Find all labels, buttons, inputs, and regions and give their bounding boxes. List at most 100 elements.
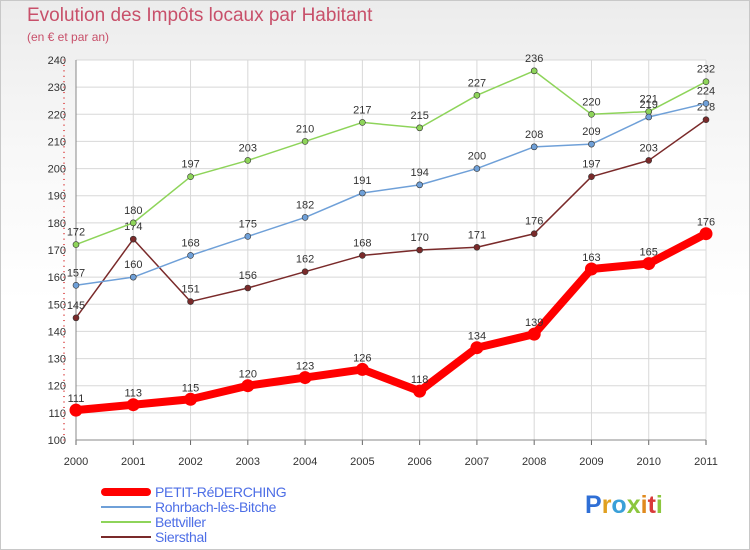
data-point bbox=[413, 384, 427, 398]
data-label: 236 bbox=[525, 53, 543, 65]
x-tick-label: 2003 bbox=[236, 456, 260, 468]
data-point bbox=[530, 230, 538, 238]
data-point bbox=[129, 273, 137, 281]
data-label: 215 bbox=[410, 110, 428, 122]
data-label: 191 bbox=[353, 175, 371, 187]
x-tick-label: 2011 bbox=[694, 456, 718, 468]
data-point bbox=[72, 281, 80, 289]
data-point bbox=[642, 257, 656, 271]
data-point bbox=[527, 327, 541, 341]
x-tick-label: 2002 bbox=[178, 456, 202, 468]
data-point bbox=[584, 262, 598, 276]
data-point bbox=[530, 67, 538, 75]
data-point bbox=[416, 124, 423, 132]
data-point bbox=[473, 165, 481, 172]
x-tick-label: 2005 bbox=[350, 456, 374, 468]
data-point bbox=[473, 91, 481, 99]
data-label: 115 bbox=[182, 382, 200, 394]
data-point bbox=[699, 227, 713, 241]
data-point bbox=[416, 181, 423, 189]
data-point bbox=[702, 78, 710, 86]
data-label: 208 bbox=[525, 129, 543, 141]
data-label: 145 bbox=[67, 300, 85, 312]
data-label: 197 bbox=[582, 159, 600, 171]
chart-legend: PETIT-RéDERCHING Rohrbach-lès-Bitche Bettv… bbox=[101, 484, 401, 545]
series-0: 111 113 115 120 123 126 118 134 139 163 165 176 bbox=[68, 217, 715, 417]
data-label: 203 bbox=[239, 142, 257, 154]
chart-subtitle: (en € et par an) bbox=[27, 30, 110, 44]
data-point bbox=[359, 252, 366, 259]
data-label: 171 bbox=[468, 229, 486, 241]
y-tick-label: 240 bbox=[48, 55, 66, 67]
data-point bbox=[129, 235, 137, 243]
y-tick-label: 110 bbox=[48, 408, 66, 420]
data-point bbox=[244, 233, 252, 240]
data-label: 157 bbox=[67, 267, 85, 279]
data-label: 210 bbox=[296, 123, 314, 135]
legend-swatch bbox=[101, 488, 151, 496]
y-tick-label: 100 bbox=[48, 435, 66, 447]
y-tick-label: 120 bbox=[48, 381, 66, 393]
data-point bbox=[530, 143, 538, 151]
legend-label: Siersthal bbox=[155, 529, 207, 545]
legend-label: PETIT-RéDERCHING bbox=[155, 484, 287, 500]
data-point bbox=[588, 140, 595, 148]
data-point bbox=[702, 116, 710, 124]
data-label: 172 bbox=[67, 227, 85, 239]
data-point bbox=[187, 298, 194, 305]
data-point bbox=[416, 246, 423, 254]
data-point bbox=[359, 189, 366, 197]
data-point bbox=[301, 268, 309, 276]
legend-item: Rohrbach-lès-Bitche bbox=[101, 499, 401, 515]
data-point bbox=[473, 243, 481, 251]
y-tick-label: 170 bbox=[48, 245, 66, 257]
data-label: 176 bbox=[525, 216, 543, 228]
series-line bbox=[75, 70, 707, 246]
legend-swatch bbox=[101, 536, 151, 538]
data-label: 170 bbox=[410, 232, 428, 244]
data-label: 224 bbox=[697, 85, 715, 97]
data-label: 165 bbox=[640, 247, 658, 259]
data-label: 111 bbox=[68, 393, 85, 405]
legend-swatch bbox=[101, 506, 151, 508]
data-point bbox=[470, 341, 484, 355]
data-label: 176 bbox=[697, 217, 715, 229]
data-point bbox=[588, 173, 595, 181]
data-point bbox=[187, 173, 194, 181]
x-tick-label: 2004 bbox=[293, 456, 317, 468]
legend-item: Siersthal bbox=[101, 529, 401, 545]
data-point bbox=[244, 284, 252, 292]
y-tick-label: 150 bbox=[48, 299, 66, 311]
data-label: 220 bbox=[582, 96, 600, 108]
data-point bbox=[126, 398, 140, 412]
series-2: 172 180 197 203 210 217 215 227 236 220 221 232 bbox=[67, 53, 715, 248]
y-tick-label: 130 bbox=[48, 354, 66, 366]
data-label: 123 bbox=[296, 361, 314, 373]
x-tick-label: 2001 bbox=[121, 456, 145, 468]
x-tick-label: 2000 bbox=[64, 456, 88, 468]
legend-item: Bettviller bbox=[101, 514, 401, 530]
data-label: 194 bbox=[410, 167, 428, 179]
data-label: 168 bbox=[353, 237, 371, 249]
data-label: 126 bbox=[353, 352, 371, 364]
data-label: 168 bbox=[181, 237, 199, 249]
data-label: 200 bbox=[468, 151, 486, 163]
data-label: 217 bbox=[353, 104, 371, 116]
legend-item: PETIT-RéDERCHING bbox=[101, 484, 401, 500]
data-point bbox=[645, 157, 653, 164]
data-label: 120 bbox=[239, 369, 257, 381]
series-line bbox=[75, 102, 707, 287]
series-line bbox=[75, 118, 707, 319]
data-point bbox=[241, 379, 255, 393]
data-point bbox=[702, 100, 710, 107]
data-label: 182 bbox=[296, 199, 314, 211]
series-line bbox=[72, 229, 710, 415]
data-point bbox=[184, 392, 198, 406]
data-label: 180 bbox=[124, 205, 142, 217]
series-1: 157 160 168 175 182 191 194 200 208 209 219 224 bbox=[67, 85, 715, 289]
data-label: 160 bbox=[124, 259, 142, 271]
data-label: 156 bbox=[239, 270, 257, 282]
proxiti-logo: Proxiti bbox=[585, 491, 663, 519]
legend-label: Rohrbach-lès-Bitche bbox=[155, 499, 277, 515]
